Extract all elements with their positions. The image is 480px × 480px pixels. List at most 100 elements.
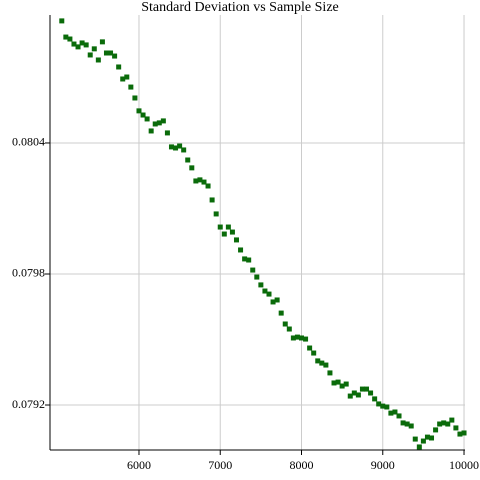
point bbox=[156, 120, 162, 126]
point bbox=[278, 310, 284, 316]
point bbox=[396, 413, 402, 419]
point bbox=[388, 410, 394, 416]
point bbox=[209, 197, 215, 203]
y-tick-label: 0.0792 bbox=[12, 397, 45, 411]
point bbox=[250, 267, 256, 273]
point bbox=[412, 436, 418, 442]
point bbox=[59, 18, 65, 24]
y-tick-label: 0.0804 bbox=[12, 135, 45, 149]
point bbox=[262, 288, 268, 294]
point bbox=[461, 430, 467, 436]
point bbox=[185, 157, 191, 163]
point bbox=[128, 84, 134, 90]
point bbox=[254, 274, 260, 280]
point bbox=[343, 381, 349, 387]
point bbox=[368, 390, 374, 396]
point bbox=[290, 335, 296, 341]
point bbox=[364, 386, 370, 392]
point bbox=[103, 50, 109, 56]
point bbox=[424, 434, 430, 440]
point bbox=[99, 39, 105, 45]
point bbox=[294, 334, 300, 340]
point bbox=[193, 178, 199, 184]
point bbox=[152, 121, 158, 127]
point bbox=[197, 177, 203, 183]
point bbox=[437, 421, 443, 427]
point bbox=[372, 396, 378, 402]
point bbox=[112, 53, 118, 59]
point bbox=[164, 130, 170, 136]
point bbox=[229, 229, 235, 235]
point bbox=[339, 383, 345, 389]
point bbox=[266, 291, 272, 297]
point bbox=[136, 108, 142, 114]
point bbox=[181, 147, 187, 153]
point bbox=[79, 40, 85, 46]
point bbox=[449, 417, 455, 423]
point bbox=[63, 34, 69, 40]
point bbox=[108, 50, 114, 56]
point bbox=[213, 211, 219, 217]
point bbox=[441, 420, 447, 426]
point bbox=[359, 386, 365, 392]
point bbox=[95, 57, 101, 63]
point bbox=[376, 401, 382, 407]
point bbox=[242, 256, 248, 262]
point bbox=[168, 144, 174, 150]
point bbox=[140, 112, 146, 118]
point bbox=[270, 299, 276, 305]
point bbox=[416, 444, 422, 450]
point bbox=[408, 423, 414, 429]
point bbox=[258, 282, 264, 288]
point bbox=[217, 224, 223, 230]
x-tick-label: 8000 bbox=[290, 458, 314, 472]
point bbox=[132, 95, 138, 101]
point bbox=[189, 165, 195, 171]
point bbox=[404, 421, 410, 427]
x-tick-label: 6000 bbox=[127, 458, 151, 472]
point bbox=[355, 392, 361, 398]
point bbox=[307, 345, 313, 351]
x-tick-label: 7000 bbox=[208, 458, 232, 472]
point bbox=[83, 42, 89, 48]
y-tick-label: 0.0798 bbox=[12, 266, 45, 280]
point bbox=[327, 370, 333, 376]
point bbox=[116, 64, 122, 70]
point bbox=[433, 427, 439, 433]
point bbox=[124, 74, 130, 80]
point bbox=[205, 183, 211, 189]
point bbox=[120, 76, 126, 82]
x-tick-label: 10000 bbox=[449, 458, 479, 472]
x-tick-label: 9000 bbox=[371, 458, 395, 472]
point bbox=[144, 116, 150, 122]
point bbox=[238, 247, 244, 253]
point bbox=[246, 257, 252, 263]
point bbox=[380, 403, 386, 409]
point bbox=[173, 145, 179, 151]
point bbox=[319, 360, 325, 366]
point bbox=[311, 350, 317, 356]
point bbox=[177, 143, 183, 149]
point bbox=[201, 179, 207, 185]
point bbox=[453, 425, 459, 431]
point bbox=[384, 404, 390, 410]
point bbox=[392, 409, 398, 415]
point bbox=[71, 41, 77, 47]
point bbox=[67, 36, 73, 42]
point bbox=[445, 421, 451, 427]
point bbox=[347, 393, 353, 399]
point bbox=[420, 438, 426, 444]
point bbox=[274, 297, 280, 303]
point bbox=[429, 435, 435, 441]
point bbox=[282, 321, 288, 327]
point bbox=[225, 224, 231, 230]
point bbox=[457, 431, 463, 437]
point bbox=[315, 358, 321, 364]
point bbox=[221, 231, 227, 237]
point bbox=[323, 362, 329, 368]
point bbox=[400, 420, 406, 426]
point bbox=[286, 326, 292, 332]
point bbox=[335, 379, 341, 385]
point bbox=[331, 380, 337, 386]
